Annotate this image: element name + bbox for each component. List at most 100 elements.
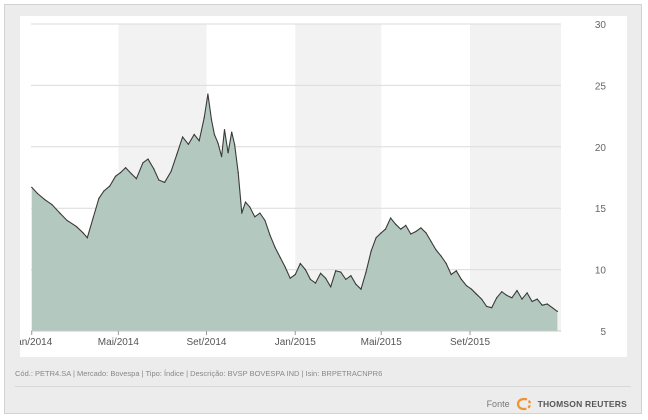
data-point bbox=[556, 310, 559, 312]
data-source: Fonte THOMSON REUTERS bbox=[487, 397, 627, 411]
data-point bbox=[330, 286, 332, 288]
data-point bbox=[254, 216, 256, 218]
thomson-reuters-logo-icon bbox=[516, 397, 532, 411]
data-point bbox=[193, 133, 195, 136]
source-label: Fonte bbox=[486, 399, 510, 409]
data-point bbox=[135, 178, 137, 180]
data-point bbox=[470, 288, 473, 290]
data-point bbox=[299, 262, 301, 265]
data-point bbox=[227, 152, 229, 154]
data-point bbox=[170, 170, 172, 172]
data-point bbox=[269, 234, 271, 236]
data-point bbox=[114, 175, 117, 177]
data-point bbox=[82, 232, 84, 234]
data-point bbox=[445, 262, 447, 265]
data-point bbox=[516, 289, 518, 292]
chart-widget: 5 10 15 20 25 30 Jan/2014 Mai/2014 Set/2014 Jan/2… bbox=[4, 4, 642, 414]
data-point bbox=[234, 143, 236, 145]
data-point bbox=[109, 185, 111, 187]
data-point bbox=[435, 249, 437, 251]
data-point bbox=[259, 212, 261, 214]
data-point bbox=[425, 232, 427, 234]
data-point bbox=[217, 142, 219, 144]
data-point bbox=[187, 143, 189, 145]
data-point bbox=[249, 206, 251, 208]
price-area bbox=[31, 94, 558, 331]
data-point bbox=[164, 181, 166, 183]
data-point bbox=[380, 232, 382, 234]
data-point bbox=[365, 271, 367, 273]
data-point bbox=[320, 272, 322, 274]
data-point bbox=[430, 240, 432, 242]
data-point bbox=[335, 270, 337, 272]
data-point bbox=[370, 250, 372, 252]
data-point bbox=[304, 269, 306, 271]
data-point bbox=[360, 288, 362, 290]
data-point bbox=[142, 162, 144, 164]
data-point bbox=[244, 201, 247, 203]
data-point bbox=[511, 297, 513, 299]
x-tick-label: Jan/2015 bbox=[275, 337, 317, 348]
data-point bbox=[410, 233, 412, 235]
data-point bbox=[501, 291, 503, 293]
data-point bbox=[66, 219, 68, 222]
y-tick-label: 20 bbox=[595, 143, 607, 154]
data-point bbox=[59, 212, 61, 214]
data-point bbox=[375, 237, 377, 239]
data-point bbox=[207, 93, 209, 95]
data-point bbox=[147, 158, 149, 160]
data-point bbox=[92, 217, 94, 219]
data-point bbox=[98, 197, 100, 199]
data-point bbox=[237, 172, 239, 174]
data-point bbox=[51, 203, 53, 206]
data-point bbox=[75, 226, 78, 228]
data-point bbox=[284, 266, 286, 268]
data-point bbox=[279, 256, 281, 258]
x-tick-label: Mai/2014 bbox=[98, 337, 140, 348]
plot-area: 5 10 15 20 25 30 Jan/2014 Mai/2014 Set/2014 Jan/2… bbox=[20, 16, 627, 357]
data-point bbox=[350, 275, 352, 277]
x-tick-label: Set/2015 bbox=[450, 337, 490, 348]
data-point bbox=[153, 168, 155, 170]
price-chart: 5 10 15 20 25 30 Jan/2014 Mai/2014 Set/2014 Jan/2… bbox=[20, 20, 607, 348]
data-point bbox=[294, 273, 296, 276]
x-tick-label: Jan/2014 bbox=[20, 337, 53, 348]
data-point bbox=[325, 277, 327, 279]
data-point bbox=[44, 199, 46, 201]
data-point bbox=[31, 186, 33, 188]
data-point bbox=[465, 285, 467, 287]
data-point bbox=[223, 129, 226, 131]
data-point bbox=[541, 304, 543, 306]
x-tick-label: Set/2014 bbox=[186, 337, 226, 348]
data-point bbox=[496, 297, 498, 299]
data-point bbox=[405, 224, 407, 226]
data-point bbox=[440, 255, 442, 257]
data-point bbox=[309, 278, 311, 280]
source-brand: THOMSON REUTERS bbox=[537, 399, 627, 409]
data-point bbox=[125, 167, 127, 169]
data-point bbox=[314, 282, 317, 284]
data-point bbox=[210, 119, 213, 121]
data-point bbox=[415, 230, 417, 233]
data-point bbox=[119, 172, 122, 174]
y-tick-label: 10 bbox=[595, 266, 607, 277]
y-tick-label: 5 bbox=[600, 327, 606, 338]
instrument-metadata: Cód.: PETR4.SA | Mercado: Bovespa | Tipo… bbox=[15, 369, 383, 378]
x-band bbox=[470, 24, 561, 331]
data-point bbox=[506, 294, 508, 296]
data-point bbox=[289, 277, 291, 279]
y-tick-label: 25 bbox=[595, 81, 607, 92]
data-point bbox=[213, 133, 215, 136]
data-point bbox=[390, 217, 392, 219]
price-line bbox=[31, 93, 558, 312]
data-point bbox=[551, 307, 553, 309]
data-point bbox=[182, 136, 184, 138]
y-tick-label: 30 bbox=[595, 20, 607, 31]
data-point bbox=[86, 237, 88, 239]
data-point bbox=[400, 228, 402, 230]
data-point bbox=[455, 270, 457, 272]
data-point bbox=[531, 300, 533, 303]
y-tick-label: 15 bbox=[595, 204, 607, 215]
x-tick-label: Mai/2015 bbox=[361, 337, 403, 348]
data-point bbox=[274, 246, 276, 249]
